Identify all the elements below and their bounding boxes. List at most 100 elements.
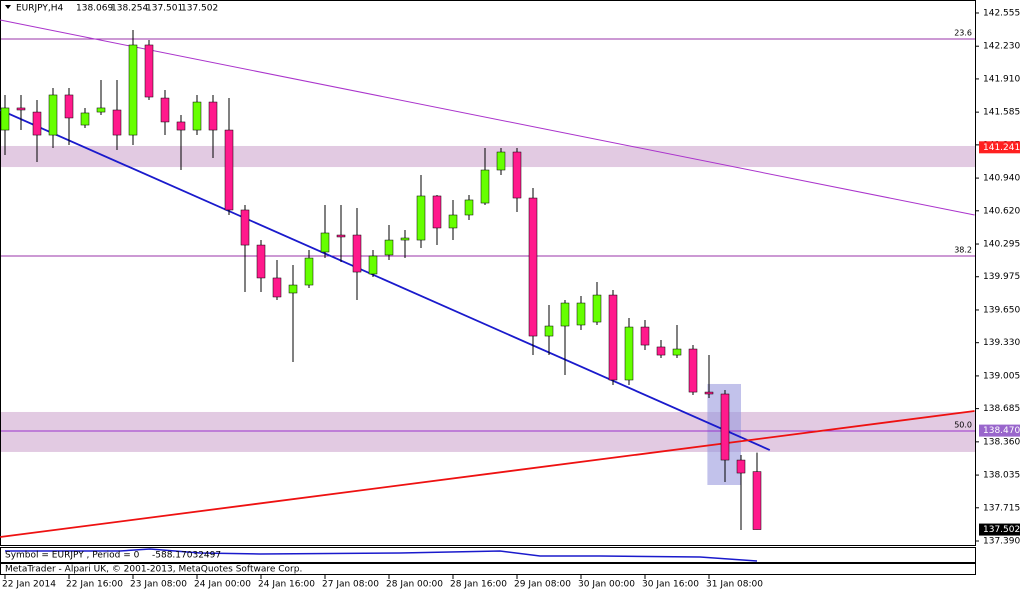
y-tick-label: 139.330 — [983, 338, 1020, 348]
indicator-value: -588.17032497 — [152, 551, 221, 561]
header-high: 138.254 — [111, 4, 148, 14]
x-tick-label: 22 Jan 16:00 — [66, 580, 123, 590]
candle-body — [416, 195, 426, 241]
indicator-line — [5, 548, 758, 562]
candle-body — [688, 348, 698, 393]
y-tick-label: 142.555 — [983, 8, 1020, 18]
menu-arrow[interactable] — [5, 5, 11, 9]
y-tick-label: 138.685 — [983, 404, 1020, 414]
header-open: 138.069 — [76, 4, 113, 14]
candle-body — [64, 94, 74, 119]
x-tick-label: 27 Jan 08:00 — [322, 580, 379, 590]
candle-body — [448, 214, 458, 229]
y-tick-label: 141.585 — [983, 108, 1020, 118]
indicator-frame — [0, 547, 976, 563]
price-label-box — [979, 424, 1020, 437]
x-tick-label: 30 Jan 00:00 — [578, 580, 635, 590]
candle-body — [624, 326, 634, 381]
candle-body — [640, 326, 650, 346]
y-tick-label: 141.910 — [983, 74, 1020, 84]
candle-body — [320, 232, 330, 253]
fib-label: 23.6 — [954, 28, 972, 37]
candle-body — [240, 209, 250, 246]
candle-body — [592, 294, 602, 323]
candle-body — [432, 195, 442, 229]
y-tick-label: 137.715 — [983, 503, 1020, 513]
x-tick-label: 22 Jan 2014 — [2, 580, 56, 590]
candle-body — [112, 109, 122, 136]
y-tick-label: 137.390 — [983, 537, 1020, 547]
candle-body — [400, 237, 410, 241]
x-tick-label: 29 Jan 08:00 — [514, 580, 571, 590]
candle-body — [160, 97, 170, 123]
y-tick-label: 140.940 — [983, 174, 1020, 184]
x-tick-label: 28 Jan 16:00 — [450, 580, 507, 590]
fib-label: 38.2 — [954, 245, 972, 254]
candle-body — [16, 107, 26, 111]
candle-body — [272, 277, 282, 298]
candle-body — [464, 199, 474, 216]
candle-body — [48, 94, 58, 136]
candle-body — [192, 101, 202, 131]
y-tick-label: 138.360 — [983, 437, 1020, 447]
candle-body — [32, 111, 42, 136]
candle-body — [336, 234, 346, 238]
y-tick-label: 139.005 — [983, 371, 1020, 381]
x-tick-label: 24 Jan 00:00 — [194, 580, 251, 590]
header-close: 137.502 — [181, 4, 218, 14]
price-label: 137.502 — [983, 525, 1020, 535]
candle-body — [480, 169, 490, 204]
symbol: EURJPY,H4 — [16, 4, 64, 14]
candle-body — [384, 239, 394, 256]
y-tick-label: 140.295 — [983, 240, 1020, 250]
indicator-label: Symbol = EURJPY , Period = 0 — [5, 551, 140, 561]
y-tick-label: 140.620 — [983, 206, 1020, 216]
zone — [1, 411, 975, 452]
candle-body — [560, 302, 570, 327]
y-tick-label: 142.230 — [983, 42, 1020, 52]
price-label: 138.470 — [983, 426, 1020, 436]
candle-body — [528, 197, 538, 337]
x-tick-label: 28 Jan 00:00 — [386, 580, 443, 590]
x-tick-label: 24 Jan 16:00 — [258, 580, 315, 590]
candle-body — [368, 255, 378, 275]
candle-body — [752, 471, 762, 530]
header-low: 137.501 — [146, 4, 183, 14]
trendline — [0, 109, 771, 451]
x-tick-label: 23 Jan 08:00 — [130, 580, 187, 590]
y-tick-label: 139.975 — [983, 272, 1020, 282]
trendline — [0, 19, 975, 216]
price-label: 141.241 — [983, 143, 1020, 153]
x-tick-label: 31 Jan 08:00 — [706, 580, 763, 590]
candle-body — [208, 101, 218, 131]
candle-body — [608, 294, 618, 381]
candle-body — [80, 112, 90, 126]
candle-body — [128, 44, 138, 136]
footer: MetaTrader - Alpari UK, © 2001-2013, Met… — [5, 565, 302, 575]
zone — [1, 145, 975, 168]
candle-body — [576, 302, 586, 326]
price-label-box — [979, 141, 1020, 154]
trendline — [0, 410, 975, 538]
fib-label: 50.0 — [954, 421, 972, 430]
price-label-box — [979, 523, 1020, 536]
candle-body — [496, 151, 506, 171]
y-tick-label: 138.035 — [983, 471, 1020, 481]
x-tick-label: 30 Jan 16:00 — [642, 580, 699, 590]
candle-body — [288, 284, 298, 294]
candle-body — [256, 244, 266, 279]
candle-body — [736, 459, 746, 474]
candle-body — [720, 393, 730, 461]
candle-body — [352, 234, 362, 273]
candle-body — [512, 151, 522, 199]
candle-body — [656, 346, 666, 356]
candle-body — [704, 391, 714, 395]
candle-body — [144, 44, 154, 98]
candle-body — [176, 121, 186, 131]
candle-body — [224, 129, 234, 211]
candle-body — [0, 107, 10, 131]
y-tick-label: 139.650 — [983, 305, 1020, 315]
candle-body — [304, 257, 314, 286]
